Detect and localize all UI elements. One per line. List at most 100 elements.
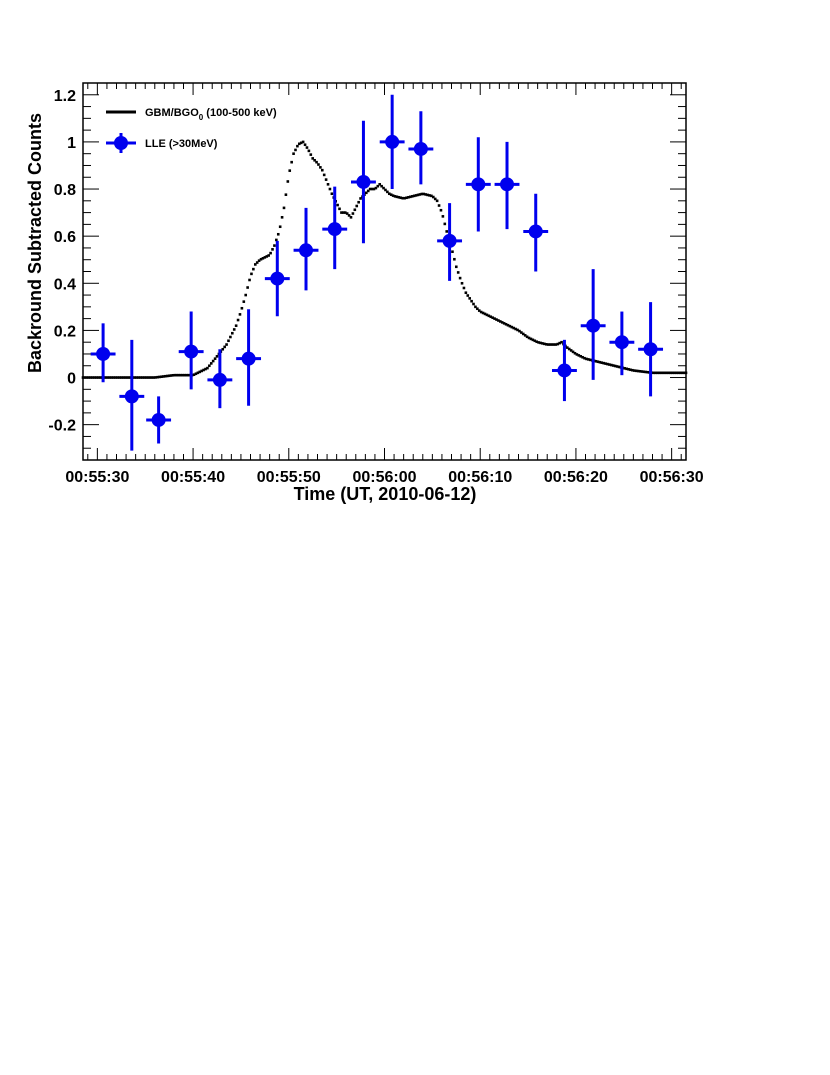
gbm-point xyxy=(183,373,186,377)
gbm-point xyxy=(298,142,301,146)
gbm-point xyxy=(340,211,343,214)
gbm-point xyxy=(282,206,286,210)
gbm-point xyxy=(642,370,646,374)
gbm-point xyxy=(678,371,682,375)
gbm-point xyxy=(433,197,437,201)
gbm-point xyxy=(477,309,481,312)
gbm-point xyxy=(280,216,284,219)
lle-point xyxy=(327,222,342,237)
lle-point xyxy=(528,224,543,239)
gbm-point xyxy=(554,343,558,346)
gbm-point xyxy=(119,376,123,379)
gbm-point xyxy=(164,374,167,378)
gbm-point xyxy=(246,286,249,289)
gbm-point xyxy=(640,370,644,373)
gbm-point xyxy=(133,376,136,379)
gbm-point xyxy=(391,194,395,197)
gbm-point xyxy=(399,196,403,200)
gbm-point xyxy=(150,376,154,379)
y-tick-label: 0 xyxy=(67,371,76,388)
gbm-point xyxy=(493,317,496,320)
gbm-point xyxy=(267,254,270,257)
gbm-point xyxy=(596,360,600,364)
gbm-point xyxy=(608,363,611,366)
gbm-point xyxy=(368,187,372,191)
gbm-point xyxy=(225,343,228,346)
gbm-point xyxy=(370,187,374,191)
gbm-point xyxy=(633,369,636,372)
gbm-point xyxy=(286,180,290,183)
gbm-point xyxy=(347,214,351,217)
gbm-point xyxy=(537,341,540,344)
gbm-point xyxy=(409,195,412,199)
lle-point xyxy=(270,271,285,286)
lle-point-group xyxy=(322,186,348,270)
gbm-point xyxy=(472,302,475,306)
lle-point-group xyxy=(580,269,606,380)
gbm-point xyxy=(414,194,418,197)
gbm-point xyxy=(504,322,508,326)
gbm-point xyxy=(208,364,211,368)
gbm-point xyxy=(579,355,583,358)
gbm-point xyxy=(175,373,179,377)
y-tick-label: 0.4 xyxy=(54,276,76,293)
gbm-point xyxy=(625,367,628,371)
gbm-point xyxy=(422,192,426,196)
gbm-point xyxy=(110,376,114,379)
lle-point-group xyxy=(494,141,520,230)
gbm-point xyxy=(365,191,368,195)
gbm-point xyxy=(583,356,586,360)
y-tick-label: -0.2 xyxy=(48,418,76,435)
gbm-point xyxy=(108,376,112,379)
gbm-point xyxy=(376,184,380,188)
gbm-point xyxy=(453,257,456,261)
gbm-point xyxy=(418,193,422,196)
gbm-point xyxy=(646,370,650,374)
gbm-point xyxy=(669,371,672,375)
gbm-point xyxy=(410,195,414,198)
gbm-point xyxy=(112,376,115,379)
gbm-point xyxy=(663,371,667,375)
lle-point xyxy=(96,346,111,361)
gbm-point xyxy=(594,359,598,363)
gbm-point xyxy=(322,173,326,177)
gbm-point xyxy=(278,225,282,229)
gbm-point xyxy=(116,376,119,379)
gbm-point xyxy=(181,373,184,377)
gbm-point xyxy=(654,371,657,375)
gbm-point xyxy=(125,376,129,379)
gbm-point xyxy=(588,358,592,362)
gbm-point xyxy=(351,212,355,215)
gbm-point xyxy=(215,355,219,358)
gbm-point xyxy=(156,375,159,379)
gbm-point xyxy=(474,305,477,309)
gbm-point xyxy=(252,267,255,271)
gbm-point xyxy=(500,321,504,324)
gbm-point xyxy=(671,371,674,375)
gbm-point xyxy=(206,366,209,370)
gbm-point xyxy=(445,230,449,233)
gbm-point xyxy=(238,313,242,316)
gbm-point xyxy=(173,373,177,377)
gbm-point xyxy=(154,376,158,379)
x-tick-label: 00:55:40 xyxy=(161,469,225,486)
gbm-point xyxy=(405,196,408,200)
lle-point-group xyxy=(207,349,233,409)
gbm-point xyxy=(437,204,441,207)
gbm-point xyxy=(397,195,401,199)
gbm-point xyxy=(600,361,604,364)
gbm-point xyxy=(525,335,529,339)
gbm-point xyxy=(336,203,339,207)
gbm-point xyxy=(439,208,443,212)
gbm-point xyxy=(192,373,196,376)
gbm-point xyxy=(483,312,487,316)
gbm-point xyxy=(309,153,313,156)
x-tick-label: 00:55:50 xyxy=(257,469,321,486)
gbm-point xyxy=(527,336,531,340)
gbm-point xyxy=(585,357,588,361)
gbm-point xyxy=(198,370,202,374)
gbm-point xyxy=(253,263,257,266)
gbm-point xyxy=(520,331,523,334)
gbm-point xyxy=(213,357,217,360)
x-tick-label: 00:55:30 xyxy=(65,469,129,486)
